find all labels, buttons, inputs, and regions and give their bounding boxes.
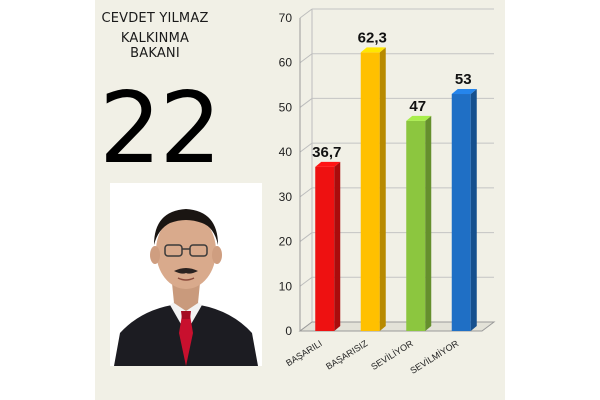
bar-front <box>315 166 335 331</box>
person-title: KALKINMA BAKANI <box>120 31 190 61</box>
bar-1 <box>315 161 341 331</box>
bar-side <box>425 115 432 331</box>
bar-3 <box>406 115 432 331</box>
bar-top <box>315 161 341 167</box>
person-name: CEVDET YILMAZ <box>101 11 209 26</box>
bar-top <box>360 47 386 53</box>
value-label: 36,7 <box>312 144 341 161</box>
y-tick-label: 30 <box>279 190 293 204</box>
y-tick-label: 10 <box>279 279 293 293</box>
gridline-depth <box>299 276 313 287</box>
value-label: 53 <box>455 71 472 88</box>
bar-front <box>451 94 471 331</box>
y-tick-label: 0 <box>285 324 292 338</box>
bar-front <box>406 120 426 331</box>
bar-2 <box>360 47 386 332</box>
portrait-photo <box>110 183 262 366</box>
bar-side <box>470 89 477 331</box>
gridline-depth <box>299 53 313 64</box>
value-label: 62,3 <box>358 29 387 46</box>
y-tick-label: 60 <box>279 56 293 70</box>
gridline-depth <box>299 187 313 198</box>
bar-side <box>334 161 341 331</box>
gridline-depth <box>299 142 313 153</box>
bar-top <box>406 115 432 121</box>
chart-bars <box>315 47 477 332</box>
bar-4 <box>451 89 477 331</box>
bar-side <box>379 47 386 332</box>
y-tick-label: 50 <box>279 100 293 114</box>
y-tick-label: 40 <box>279 145 293 159</box>
gridline-depth <box>299 232 313 242</box>
gridline-depth <box>299 8 313 19</box>
gridline-depth <box>299 98 313 108</box>
y-tick-label: 70 <box>279 11 293 25</box>
bar-top <box>451 89 477 95</box>
category-label: BAŞARISIZ <box>324 338 370 372</box>
bar-front <box>360 52 380 332</box>
value-label: 47 <box>409 98 426 115</box>
y-tick-label: 20 <box>279 235 293 249</box>
rank-number: 22 <box>99 72 222 186</box>
category-label: BAŞARILI <box>284 338 324 368</box>
category-label: SEVİLMİYOR <box>408 338 460 376</box>
